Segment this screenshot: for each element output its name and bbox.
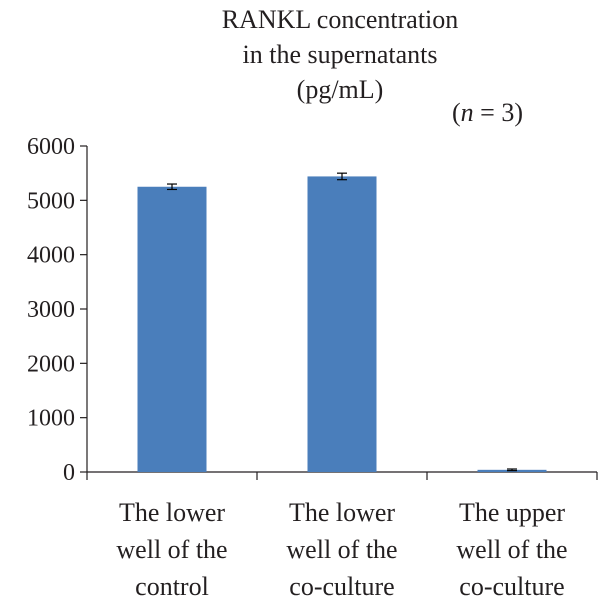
y-tick-label: 3000 [27,297,75,323]
x-category-label: well of the [116,535,227,564]
bar [307,176,377,472]
y-tick-label: 6000 [27,134,75,160]
x-category-label: The lower [289,498,395,527]
y-tick-label: 2000 [27,351,75,377]
bar [137,186,207,472]
chart-title: RANKL concentration in the supernatants … [0,2,600,107]
chart-title-line-3: (pg/mL) [296,75,384,104]
x-category-label: well of the [286,535,397,564]
y-tick-label: 1000 [27,406,75,432]
y-tick-label: 5000 [27,188,75,214]
y-tick-label: 4000 [27,243,75,269]
y-tick-label: 0 [63,460,75,486]
sample-size-annotation: (n = 3) [452,98,523,127]
x-category-label: control [135,572,209,601]
x-category-label: co-culture [289,572,394,601]
x-category-label: The lower [119,498,225,527]
x-category-label: The upper [459,498,565,527]
chart-title-line-1: RANKL concentration [221,5,459,34]
chart-title-line-2: in the supernatants [242,40,438,69]
x-category-label: well of the [456,535,567,564]
x-category-label: co-culture [459,572,564,601]
